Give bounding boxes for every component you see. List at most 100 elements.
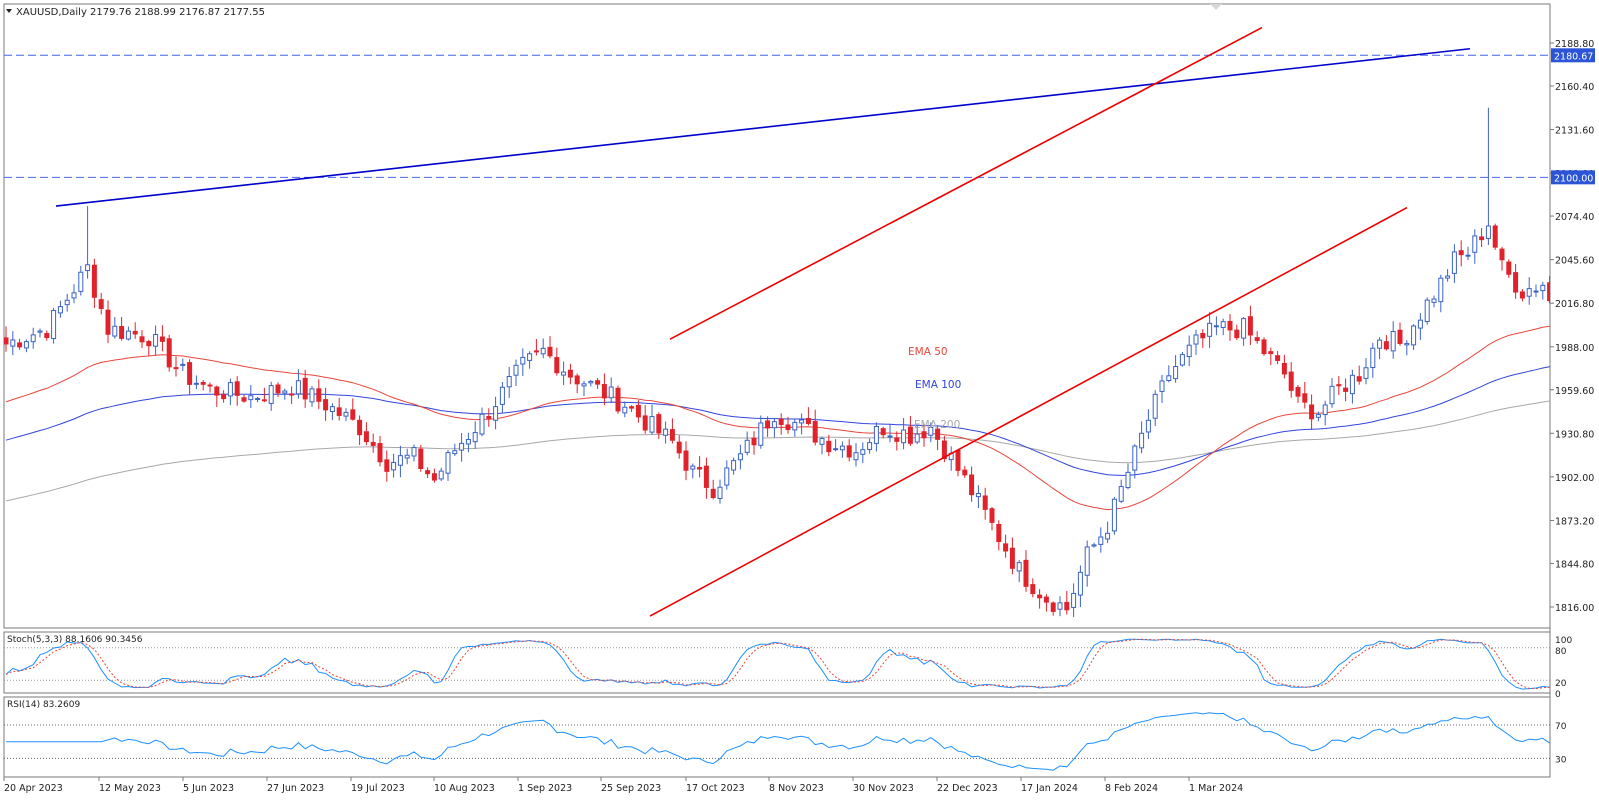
candle xyxy=(669,418,675,444)
candle xyxy=(601,373,607,406)
candle xyxy=(547,336,553,359)
candle xyxy=(1234,324,1240,341)
candle xyxy=(459,432,465,462)
candle xyxy=(588,379,594,387)
main-pane[interactable] xyxy=(3,3,1551,629)
candle xyxy=(1554,291,1558,334)
candle xyxy=(493,396,499,430)
candle xyxy=(833,439,839,452)
candle xyxy=(1179,351,1185,367)
candle xyxy=(1519,289,1525,302)
candle xyxy=(703,457,709,499)
stochastic-label: Stoch(5,3,3) 88.1606 90.3456 xyxy=(7,635,143,645)
date-tick-label: 1 Mar 2024 xyxy=(1189,783,1243,794)
candle xyxy=(656,412,662,439)
candle xyxy=(554,347,560,376)
rsi-tick-label: 70 xyxy=(1555,722,1567,732)
candle xyxy=(853,443,859,467)
candle xyxy=(527,351,533,369)
candle xyxy=(4,326,9,352)
candle xyxy=(1356,365,1362,385)
candle xyxy=(724,460,730,490)
price-tick-label: 1816.00 xyxy=(1555,603,1594,614)
channel-upper-trendline[interactable] xyxy=(669,26,1263,340)
candle xyxy=(595,377,601,389)
candle xyxy=(418,445,424,472)
candle xyxy=(901,418,907,450)
chart-shift-marker-icon[interactable] xyxy=(1210,4,1222,10)
candle xyxy=(540,338,546,359)
candle xyxy=(1268,347,1274,366)
rsi-line xyxy=(6,712,1550,771)
candle xyxy=(771,419,777,438)
candle xyxy=(64,293,70,312)
candle xyxy=(452,443,458,456)
candle xyxy=(404,448,410,465)
candle xyxy=(1397,322,1403,346)
candle xyxy=(1411,324,1417,350)
candle xyxy=(506,367,512,398)
candle xyxy=(234,376,240,406)
candle xyxy=(921,423,927,447)
price-tick-label: 1873.20 xyxy=(1555,516,1594,527)
candle xyxy=(105,300,111,344)
candle xyxy=(1227,314,1233,341)
candle xyxy=(1057,596,1063,617)
rsi-plot xyxy=(4,712,1550,771)
candle xyxy=(867,438,873,454)
candle xyxy=(1281,354,1287,379)
candle xyxy=(370,433,376,453)
candle xyxy=(1241,316,1247,346)
candle xyxy=(343,408,349,421)
candle xyxy=(513,359,519,386)
candle xyxy=(826,434,832,457)
candle xyxy=(996,520,1002,551)
symbol-label: XAUUSD,Daily xyxy=(16,7,87,18)
candle xyxy=(241,394,247,403)
ema-50-line xyxy=(5,325,1550,511)
candle xyxy=(765,416,771,437)
candle xyxy=(1111,496,1117,535)
candle xyxy=(472,421,478,449)
candle xyxy=(1343,378,1349,402)
candle xyxy=(1009,537,1015,575)
candle xyxy=(697,456,703,478)
candle xyxy=(622,401,628,418)
candle xyxy=(309,385,315,407)
candle xyxy=(1349,369,1355,404)
candle xyxy=(1030,578,1036,598)
date-tick-label: 8 Nov 2023 xyxy=(769,783,824,794)
candle xyxy=(649,404,655,435)
candle xyxy=(880,426,886,439)
candle xyxy=(323,387,329,421)
channel-lower-trendline[interactable] xyxy=(649,206,1408,617)
candle xyxy=(1302,381,1308,409)
date-tick-label: 25 Sep 2023 xyxy=(601,783,661,794)
candle xyxy=(275,382,281,397)
candle xyxy=(663,421,669,444)
candle xyxy=(200,380,206,391)
ema-100-line xyxy=(5,366,1550,476)
collapse-triangle-icon[interactable] xyxy=(6,9,12,13)
stochastic-tick-label: 0 xyxy=(1555,690,1561,700)
candle xyxy=(1417,313,1423,340)
candle xyxy=(907,415,913,447)
candle xyxy=(839,441,845,458)
candle xyxy=(17,338,23,350)
candle xyxy=(1404,340,1410,356)
candle xyxy=(982,487,988,520)
candle xyxy=(98,292,104,315)
resistance-trendline[interactable] xyxy=(55,47,1471,207)
stochastic-pane[interactable] xyxy=(3,631,1551,694)
candle xyxy=(1173,355,1179,383)
candle xyxy=(1213,316,1219,336)
candle xyxy=(812,409,818,446)
candle xyxy=(153,325,159,356)
candle xyxy=(873,422,879,452)
stochastic-plot xyxy=(4,638,1550,690)
candle xyxy=(1186,335,1192,367)
date-tick-label: 20 Apr 2023 xyxy=(4,783,63,794)
candle xyxy=(1315,411,1321,422)
